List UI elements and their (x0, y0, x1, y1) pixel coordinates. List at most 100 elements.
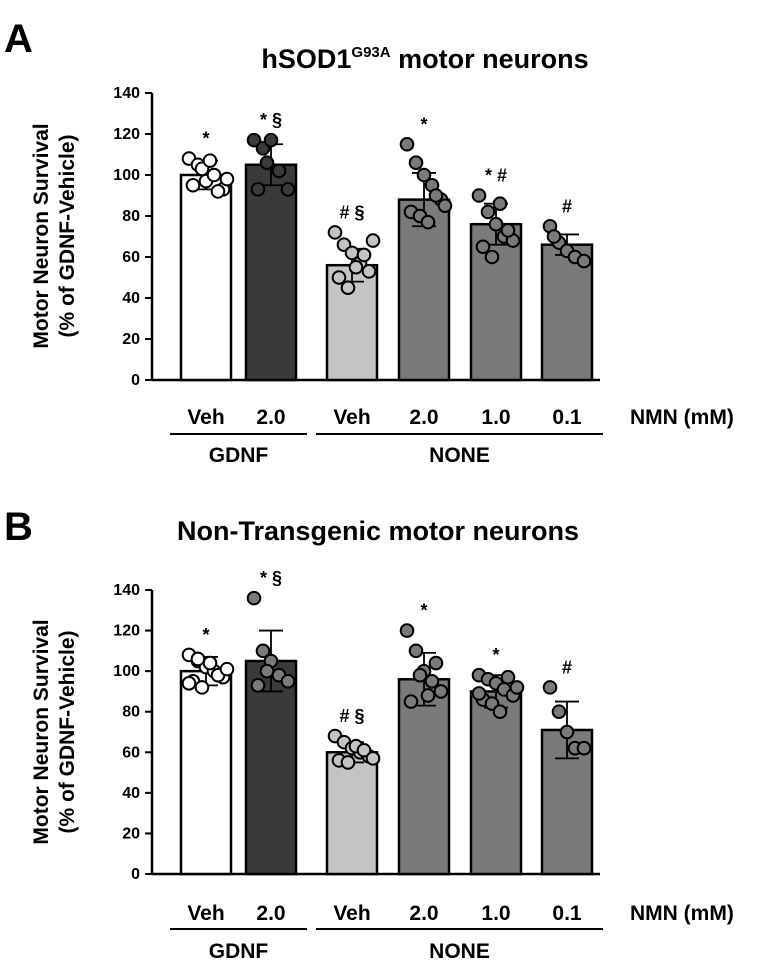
x-tick-label: Veh (187, 406, 224, 429)
significance-annotation: # (562, 657, 572, 677)
x-axis-label: NMN (mM) (630, 406, 734, 429)
chart-title: hSOD1G93A motor neurons (261, 44, 588, 74)
significance-annotation: * § (260, 110, 282, 130)
data-point (271, 163, 287, 179)
data-point (488, 216, 504, 232)
data-point (365, 751, 381, 766)
data-point (576, 740, 592, 756)
data-point (331, 270, 347, 285)
data-point (484, 249, 500, 265)
y-axis-label-line: Motor Neuron Survival (30, 123, 53, 348)
y-tick-label: 20 (122, 825, 140, 842)
y-tick-label: 40 (122, 785, 140, 802)
data-point (480, 204, 496, 220)
y-tick-label: 0 (131, 866, 140, 883)
x-tick-label: 2.0 (256, 406, 285, 429)
group-label: GDNF (209, 444, 269, 467)
data-point (250, 182, 266, 197)
data-point (202, 153, 218, 168)
x-tick-label: 1.0 (481, 902, 510, 925)
chart-title: Non-Transgenic motor neurons (177, 516, 579, 546)
data-point (280, 673, 296, 689)
significance-annotation: * (202, 625, 209, 645)
x-tick-label: 0.1 (552, 902, 582, 925)
x-tick-label: Veh (187, 902, 224, 925)
y-tick-label: 0 (131, 372, 140, 389)
panel-letter: B (4, 505, 33, 549)
data-point (500, 669, 516, 685)
y-tick-label: 140 (113, 85, 140, 102)
y-tick-label: 100 (113, 167, 140, 184)
data-point (475, 239, 491, 255)
data-point (190, 651, 206, 667)
data-point (412, 667, 428, 683)
data-point (420, 214, 436, 230)
data-point (428, 655, 444, 671)
data-point (492, 704, 508, 720)
data-point (509, 680, 525, 695)
significance-annotation: * (420, 114, 427, 134)
panel-letter: A (4, 17, 33, 61)
data-point (365, 233, 381, 248)
panel-b: B Non-Transgenic motor neurons Motor Neuro… (4, 505, 734, 963)
bar (325, 751, 379, 876)
data-point (437, 198, 453, 214)
data-point (181, 676, 197, 691)
data-point (340, 755, 356, 770)
y-axis-label-line: Motor Neuron Survival (30, 619, 53, 844)
data-point (259, 155, 275, 170)
significance-annotation: # (562, 196, 572, 216)
data-point (206, 167, 222, 183)
y-tick-label: 60 (122, 744, 140, 761)
data-point (259, 663, 275, 679)
significance-annotation: # § (339, 202, 364, 222)
title-suffix: motor neurons (391, 44, 589, 74)
data-point (246, 132, 262, 148)
data-point (280, 182, 296, 197)
y-tick-label: 120 (113, 126, 140, 143)
title-superscript: G93A (351, 44, 390, 61)
data-point (403, 694, 419, 709)
x-tick-label: 2.0 (256, 902, 285, 925)
data-point (428, 188, 444, 203)
data-point (399, 136, 415, 152)
y-tick-label: 140 (113, 582, 140, 599)
y-tick-label: 80 (122, 208, 140, 225)
data-point (246, 590, 262, 606)
significance-annotation: * § (260, 568, 282, 588)
x-tick-label: 2.0 (409, 902, 438, 925)
data-point (219, 171, 235, 187)
data-point (327, 225, 343, 240)
data-point (471, 188, 487, 203)
data-point (399, 623, 415, 638)
y-axis-label: Motor Neuron Survival (% of GDNF-Vehicle) (30, 619, 79, 844)
data-point (348, 259, 364, 275)
data-point (408, 155, 424, 170)
bar (244, 163, 298, 382)
data-point (408, 643, 424, 659)
y-axis-label-line: (% of GDNF-Vehicle) (56, 630, 79, 833)
data-point (219, 661, 235, 677)
bar (469, 222, 523, 382)
data-point (424, 673, 440, 689)
data-point (416, 167, 432, 183)
data-point (356, 742, 372, 758)
x-axis-label: NMN (mM) (630, 902, 734, 925)
data-point (250, 678, 266, 693)
data-point (420, 688, 436, 703)
bar (244, 659, 298, 876)
title-main: hSOD1 (261, 44, 351, 74)
y-tick-label: 80 (122, 704, 140, 721)
data-point (471, 686, 487, 701)
x-tick-label: Veh (333, 406, 370, 429)
significance-annotation: * # (485, 166, 507, 186)
bar (397, 198, 451, 382)
group-label: NONE (429, 444, 490, 467)
data-point (559, 724, 575, 740)
data-point (263, 132, 279, 148)
data-point (433, 684, 449, 699)
bar (397, 678, 451, 876)
y-axis-label: Motor Neuron Survival (% of GDNF-Vehicle) (30, 123, 79, 348)
data-point (255, 643, 271, 659)
